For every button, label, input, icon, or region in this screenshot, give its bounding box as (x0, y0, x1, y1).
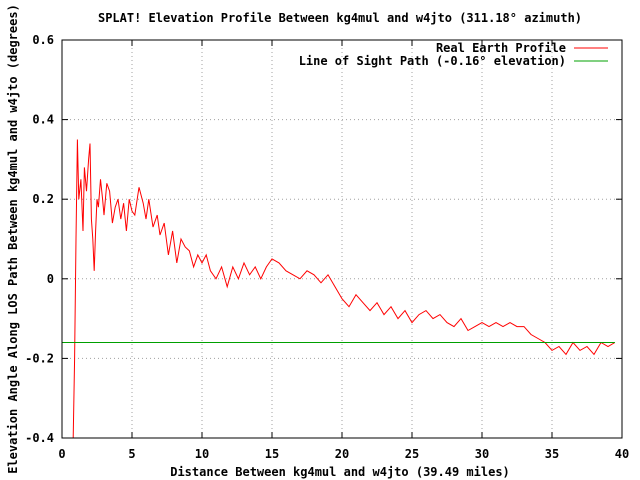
legend-label-1: Line of Sight Path (-0.16° elevation) (299, 54, 566, 68)
legend-label-0: Real Earth Profile (436, 41, 566, 55)
x-tick-label: 40 (615, 447, 629, 461)
series-line-0 (72, 139, 616, 439)
y-tick-label: 0 (47, 272, 54, 286)
x-axis-label: Distance Between kg4mul and w4jto (39.49… (170, 465, 510, 479)
y-axis-ticks: -0.4 -0.2 0 0.2 0.4 0.6 (25, 33, 622, 445)
x-tick-label: 15 (265, 447, 279, 461)
x-tick-label: 5 (128, 447, 135, 461)
y-tick-label: 0.4 (32, 113, 54, 127)
plot-frame (61, 39, 623, 439)
x-tick-label: 10 (195, 447, 209, 461)
y-tick-label: 0.2 (32, 192, 54, 206)
x-tick-label: 35 (545, 447, 559, 461)
grid (62, 40, 622, 438)
y-axis-label: Elevation Angle Along LOS Path Between k… (6, 4, 20, 474)
x-tick-label: 0 (58, 447, 65, 461)
x-axis-ticks: 0 5 10 15 20 25 30 35 40 (58, 40, 629, 461)
chart-title: SPLAT! Elevation Profile Between kg4mul … (98, 11, 582, 25)
x-tick-label: 20 (335, 447, 349, 461)
plot-area (62, 139, 616, 439)
x-tick-label: 30 (475, 447, 489, 461)
y-tick-label: 0.6 (32, 33, 54, 47)
y-tick-label: -0.4 (25, 431, 54, 445)
x-tick-label: 25 (405, 447, 419, 461)
y-tick-label: -0.2 (25, 351, 54, 365)
